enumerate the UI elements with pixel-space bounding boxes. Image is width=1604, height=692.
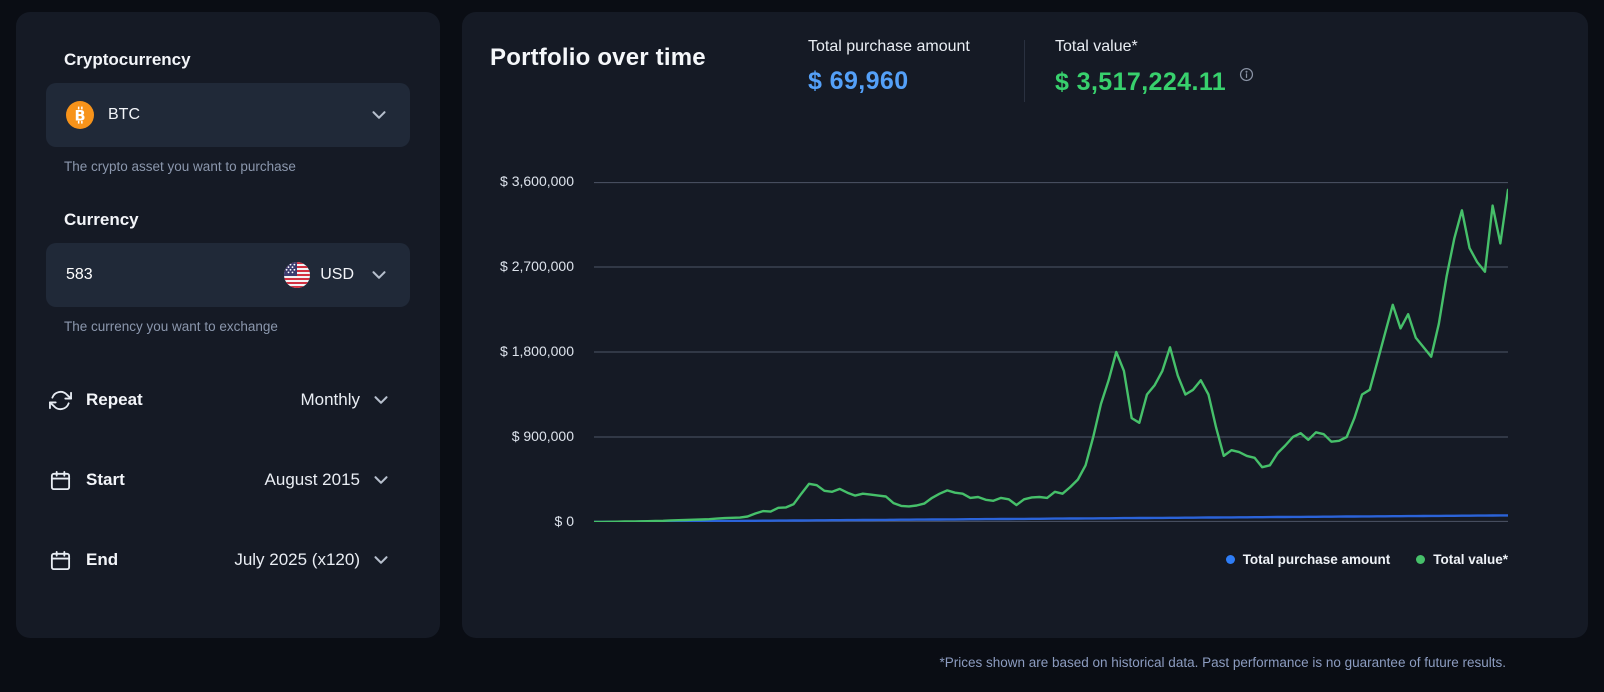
cryptocurrency-select[interactable]: B BTC [46, 83, 410, 147]
repeat-label: Repeat [86, 390, 143, 409]
portfolio-line-chart[interactable] [594, 182, 1508, 522]
start-value: August 2015 [264, 470, 360, 489]
total-purchase-label: Total purchase amount [808, 38, 970, 55]
chevron-down-icon [370, 549, 392, 571]
end-value: July 2025 (x120) [234, 550, 360, 569]
currency-helper: The currency you want to exchange [64, 319, 278, 334]
chevron-down-icon [370, 469, 392, 491]
start-label: Start [86, 470, 125, 489]
chart-header: Portfolio over time Total purchase amoun… [490, 38, 1508, 102]
currency-label: Currency [64, 210, 139, 229]
repeat-value: Monthly [300, 390, 360, 409]
total-purchase-stat: Total purchase amount $ 69,960 [808, 38, 1008, 96]
start-row[interactable]: Start August 2015 [46, 458, 410, 502]
info-icon[interactable] [1239, 67, 1254, 82]
y-axis-label: $ 1,800,000 [500, 343, 574, 359]
end-label: End [86, 550, 119, 569]
bitcoin-icon: B [66, 101, 94, 129]
chevron-down-icon [370, 389, 392, 411]
end-row[interactable]: End July 2025 (x120) [46, 538, 410, 582]
legend-dot-icon [1416, 555, 1426, 564]
chart-title: Portfolio over time [490, 44, 706, 71]
y-axis-label: $ 3,600,000 [500, 173, 574, 189]
repeat-icon [48, 388, 72, 412]
currency-select[interactable]: USD [284, 262, 390, 288]
chart-panel: Portfolio over time Total purchase amoun… [462, 12, 1588, 638]
y-axis-label: $ 900,000 [511, 428, 574, 444]
y-axis-label: $ 0 [554, 513, 574, 529]
svg-text:B: B [74, 109, 85, 125]
amount-input[interactable] [66, 266, 206, 284]
total-purchase-value: $ 69,960 [808, 67, 909, 95]
currency-box: USD [46, 243, 410, 307]
cryptocurrency-helper: The crypto asset you want to purchase [64, 159, 296, 174]
cryptocurrency-value: BTC [108, 106, 140, 123]
legend-label: Total value* [1433, 552, 1508, 567]
legend-item[interactable]: Total value* [1416, 552, 1508, 567]
chart-legend: Total purchase amount Total value* [490, 552, 1508, 567]
chevron-down-icon [368, 264, 390, 286]
calendar-icon [48, 548, 72, 572]
chart-area: $ 0 $ 900,000 $ 1,800,000 $ 2,700,000 $ 3,60… [490, 173, 1508, 529]
disclaimer-text: *Prices shown are based on historical da… [939, 655, 1506, 670]
total-value-stat: Total value* $ 3,517,224.11 [1055, 38, 1255, 97]
us-flag-icon [284, 262, 311, 288]
y-axis-labels: $ 0 $ 900,000 $ 1,800,000 $ 2,700,000 $ 3,60… [490, 173, 574, 529]
legend-label: Total purchase amount [1242, 552, 1391, 567]
legend-dot-icon [1225, 555, 1235, 564]
chevron-down-icon [368, 104, 390, 126]
y-axis-label: $ 2,700,000 [500, 258, 574, 274]
calendar-icon [48, 468, 72, 492]
total-value-label: Total value* [1055, 38, 1138, 55]
stats-divider [1024, 40, 1025, 102]
repeat-row[interactable]: Repeat Monthly [46, 378, 410, 422]
plot-area [594, 182, 1508, 522]
settings-panel: Cryptocurrency B BTC The crypto asset yo… [16, 12, 440, 638]
cryptocurrency-label: Cryptocurrency [64, 50, 191, 69]
currency-value: USD [320, 266, 354, 283]
total-value-value: $ 3,517,224.11 [1055, 68, 1227, 96]
legend-item[interactable]: Total purchase amount [1225, 552, 1391, 567]
